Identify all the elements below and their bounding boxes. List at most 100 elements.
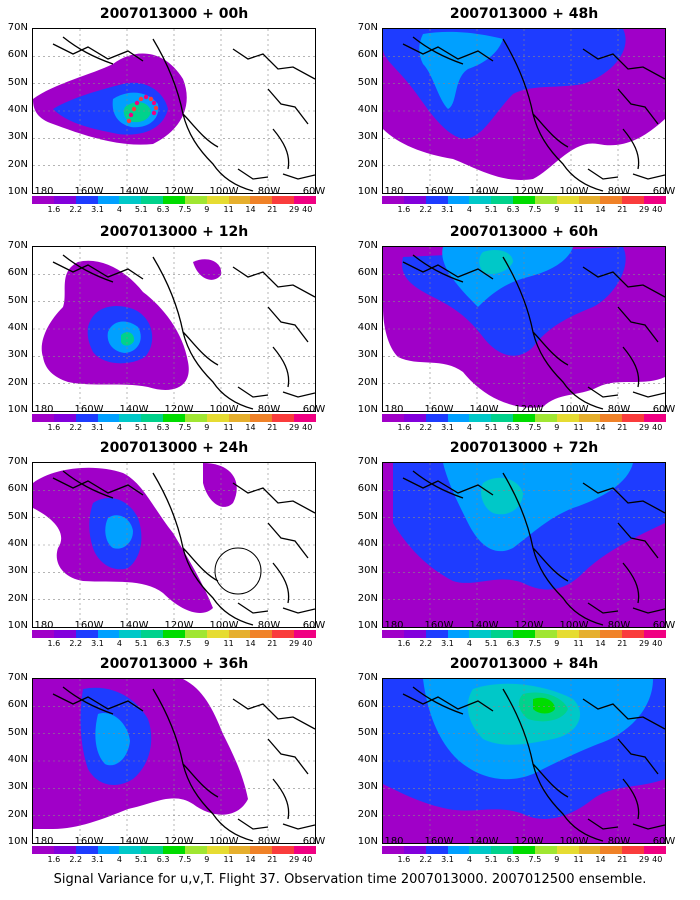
map-frame	[382, 246, 666, 412]
colorbar-label: 14	[245, 423, 256, 432]
latitude-label: 30N	[357, 131, 378, 143]
latitude-label: 60N	[7, 483, 28, 495]
colorbar-swatch	[184, 630, 207, 638]
longitude-label: 100W	[209, 404, 239, 415]
longitude-label: 120W	[164, 404, 194, 415]
latitude-label: 70N	[357, 672, 378, 683]
colorbar-label: 3.1	[91, 855, 104, 864]
longitude-label: 160W	[424, 836, 454, 847]
colorbar-swatch	[382, 630, 404, 638]
longitude-label: 60W	[652, 404, 676, 415]
longitude-label: 180	[34, 186, 54, 197]
latitude-label: 70N	[357, 456, 378, 467]
latitude-label: 70N	[7, 456, 28, 467]
latitude-label: 10N	[7, 186, 28, 197]
longitude-label: 140W	[469, 836, 499, 847]
colorbar-swatch	[228, 196, 251, 204]
colorbar-label: 2.2	[69, 423, 83, 432]
variance-contour-fill	[533, 697, 555, 714]
colorbar-swatch	[578, 414, 601, 422]
colorbar-label: 40	[302, 855, 313, 864]
colorbar-swatch	[250, 196, 273, 204]
longitude-label: 80W	[257, 620, 281, 631]
colorbar-label: 1.6	[47, 639, 61, 648]
latitude-label: 60N	[357, 267, 378, 279]
colorbar-swatch	[447, 846, 470, 854]
latitude-label: 60N	[7, 267, 28, 279]
colorbar-label: 1.6	[397, 205, 411, 214]
colorbar-label: 4	[116, 855, 122, 864]
observation-point	[151, 100, 157, 106]
longitude-label: 100W	[209, 186, 239, 197]
colorbar-label: 9	[554, 855, 560, 864]
colorbar-swatch	[141, 630, 164, 638]
colorbar-swatch	[250, 630, 273, 638]
colorbar-swatch	[163, 414, 185, 422]
colorbar-label: 11	[223, 639, 234, 648]
longitude-label: 120W	[514, 836, 544, 847]
longitude-label: 80W	[257, 404, 281, 415]
longitude-label: 180	[34, 404, 54, 415]
colorbar-label: 3.1	[91, 205, 104, 214]
map-frame	[382, 462, 666, 628]
colorbar-label: 40	[302, 423, 313, 432]
colorbar-label: 1.6	[397, 855, 411, 864]
variance-contour-fill	[479, 250, 513, 274]
latitude-label: 40N	[357, 754, 378, 765]
longitude-label: 120W	[164, 620, 194, 631]
latitude-label: 50N	[357, 76, 378, 88]
colorbar-label: 5.1	[484, 205, 498, 214]
colorbar-swatch	[97, 196, 120, 204]
latitude-label: 20N	[357, 158, 378, 170]
map-panel: 2007013000 + 24h 70N 60N 50N 40N 30N 20N 10N 180…	[2, 440, 326, 650]
observation-point	[151, 110, 157, 116]
colorbar-label: 29	[289, 205, 300, 214]
colorbar-label: 29	[289, 423, 300, 432]
latitude-label: 30N	[7, 565, 28, 577]
colorbar-swatch	[534, 196, 557, 204]
coastline	[402, 470, 665, 626]
panel-title: 2007013000 + 24h	[99, 440, 249, 456]
colorbar-swatch	[272, 630, 295, 638]
colorbar-label: 29	[639, 639, 650, 648]
colorbar-swatch	[53, 196, 76, 204]
colorbar-swatch	[403, 630, 426, 638]
latitude-label: 40N	[7, 754, 28, 765]
panel-title: 2007013000 + 72h	[449, 440, 599, 456]
variance-contour-fill	[419, 31, 503, 109]
variance-contour-fill	[105, 515, 133, 549]
map-panel: 2007013000 + 48h 70N 60N 50N 40N 30N 20N 10N 180…	[352, 6, 676, 216]
colorbar-label: 29	[289, 855, 300, 864]
colorbar: 1.6 2.2 3.1 4 5.1 6.3 7.5 9 11 14 21 29 40	[382, 196, 666, 216]
colorbar: 1.6 2.2 3.1 4 5.1 6.3 7.5 9 11 14 21 29 40	[382, 414, 666, 434]
coastline	[52, 36, 315, 192]
colorbar-label: 9	[554, 423, 560, 432]
latitude-label: 50N	[7, 76, 28, 88]
longitude-label: 100W	[559, 404, 589, 415]
longitude-label: 160W	[74, 404, 104, 415]
latitude-label: 20N	[357, 808, 378, 820]
longitude-label: 120W	[514, 404, 544, 415]
longitude-label: 100W	[559, 836, 589, 847]
colorbar-label: 21	[267, 639, 278, 648]
colorbar-swatch	[469, 630, 492, 638]
colorbar-swatch	[513, 846, 535, 854]
map-frame	[382, 28, 666, 194]
colorbar-label: 14	[245, 855, 256, 864]
longitude-label: 60W	[652, 620, 676, 631]
colorbar-label: 4	[466, 639, 472, 648]
colorbar-label: 1.6	[47, 855, 61, 864]
colorbar-swatch	[272, 414, 295, 422]
colorbar-swatch	[250, 414, 273, 422]
colorbar-swatch	[382, 414, 404, 422]
variance-contour-fill	[203, 463, 237, 507]
latitude-label: 30N	[7, 781, 28, 793]
latitude-label: 10N	[7, 620, 28, 631]
panel-title: 2007013000 + 36h	[99, 656, 249, 672]
colorbar-label: 40	[652, 639, 663, 648]
colorbar-swatch	[119, 196, 142, 204]
variance-map	[33, 463, 315, 627]
colorbar-swatch	[32, 846, 54, 854]
longitude-label: 120W	[164, 836, 194, 847]
latitude-label: 50N	[357, 294, 378, 306]
